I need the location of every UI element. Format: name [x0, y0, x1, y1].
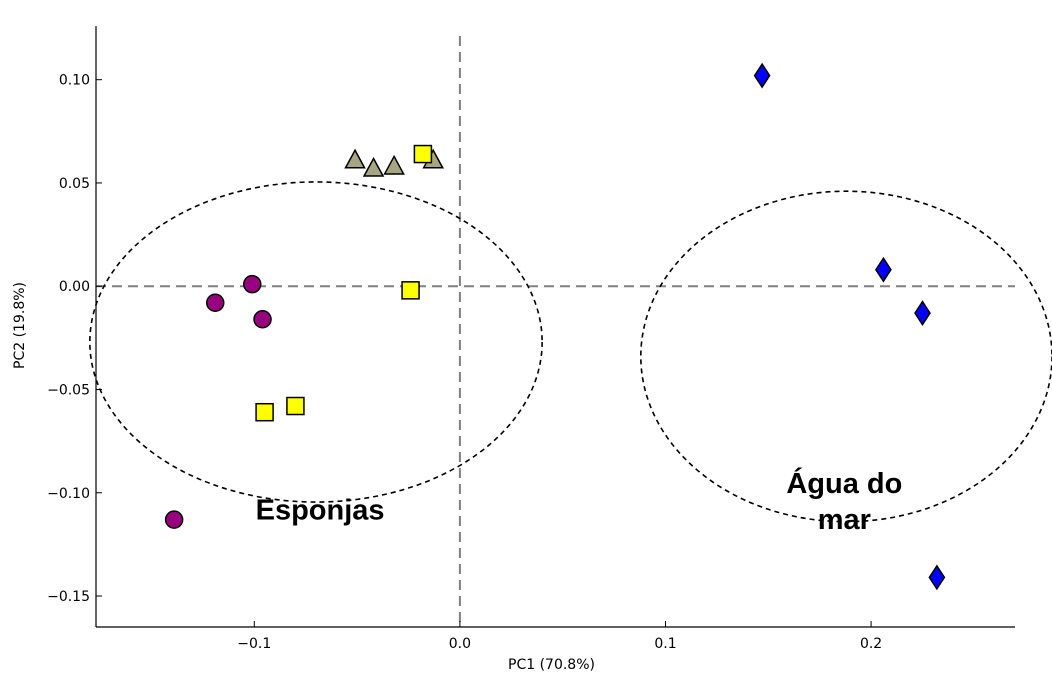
x-tick-label: 0.2	[860, 636, 882, 652]
y-tick-label: −0.10	[47, 486, 90, 502]
axes	[95, 26, 1015, 628]
y-tick-label: 0.00	[59, 279, 90, 295]
y-tick-label: 0.05	[59, 176, 90, 192]
group-label-line: Esponjas	[256, 495, 385, 527]
square-marker	[286, 396, 305, 416]
circle-marker	[205, 293, 225, 312]
circle-marker	[243, 274, 262, 294]
circle-marker	[253, 310, 272, 329]
y-tick-label: 0.10	[59, 73, 90, 89]
group-label-0: Esponjas	[256, 495, 385, 527]
triangle-marker	[383, 154, 405, 175]
group-ellipses	[89, 181, 1052, 523]
y-tick-label: −0.15	[47, 589, 90, 605]
x-tick-label: −0.1	[237, 636, 271, 652]
group-ellipse-1	[640, 190, 1052, 523]
ticks: −0.1 0.0 0.1 0.2 0.10 0.05 0.00 −0.05 −0.10 −0.15	[47, 73, 882, 652]
triangle-marker	[344, 148, 366, 169]
square-marker	[413, 144, 433, 164]
group-label-line: Água do	[786, 466, 902, 500]
x-axis-label: PC1 (70.8%)	[508, 657, 595, 673]
square-marker	[255, 402, 274, 422]
circle-marker	[164, 510, 184, 529]
y-axis-label: PC2 (19.8%)	[12, 282, 28, 369]
group-ellipse-0	[89, 181, 543, 503]
group-labels: Esponjas Água do mar	[256, 466, 903, 536]
group-label-line: mar	[818, 504, 871, 536]
diamond-marker	[928, 564, 946, 591]
x-tick-label: 0.0	[449, 636, 471, 652]
square-marker	[401, 281, 420, 300]
y-tick-label: −0.05	[47, 382, 90, 398]
diamond-marker	[914, 300, 931, 326]
diamond-marker	[753, 62, 771, 89]
group-label-1: Água do mar	[786, 466, 902, 536]
triangle-marker	[362, 156, 385, 177]
x-tick-label: 0.1	[654, 636, 676, 652]
diamond-marker	[875, 256, 892, 283]
reference-lines	[96, 36, 1015, 627]
data-markers	[164, 62, 946, 591]
